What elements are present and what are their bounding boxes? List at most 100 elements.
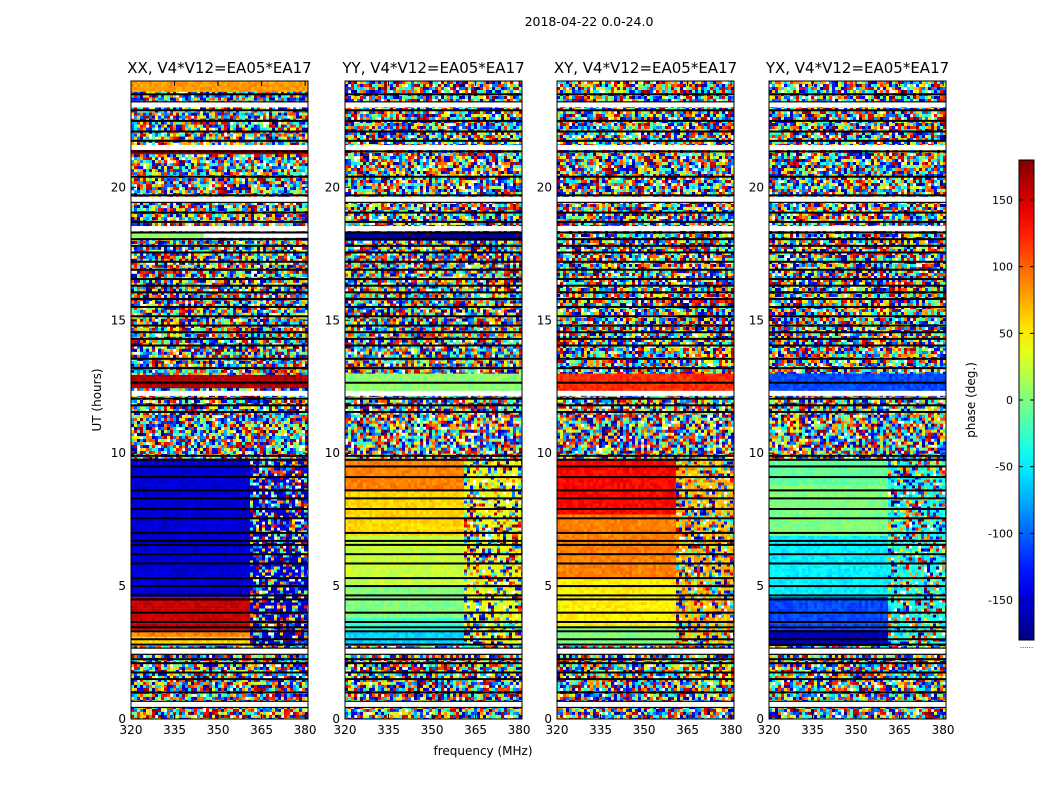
flagged-row [131, 324, 308, 327]
y-tick-label: 10 [537, 446, 552, 460]
flagged-row [345, 344, 522, 347]
blank-row [345, 196, 522, 202]
flagged-row [769, 652, 946, 655]
flagged-row [557, 562, 734, 565]
flagged-row [557, 476, 734, 479]
flagged-row [557, 658, 734, 661]
flagged-row [769, 647, 946, 650]
flagged-row [345, 585, 522, 588]
panel-frame [344, 80, 523, 720]
colorbar-tick-label: -150 [988, 594, 1013, 607]
flagged-row [557, 700, 734, 703]
flagged-row [131, 454, 308, 457]
figure-suptitle: 2018-04-22 0.0-24.0 [525, 14, 654, 29]
flagged-row [131, 381, 308, 384]
blank-row [131, 701, 308, 707]
blank-row [557, 102, 734, 108]
flagged-row [345, 458, 522, 461]
flagged-row [345, 671, 522, 674]
flagged-row [557, 119, 734, 122]
flagged-row [557, 231, 734, 234]
flagged-row [345, 577, 522, 580]
flagged-row [557, 101, 734, 104]
flagged-row [557, 284, 734, 287]
flagged-row [345, 630, 522, 633]
flagged-row [131, 577, 308, 580]
flagged-row [131, 643, 308, 646]
flagged-row [769, 130, 946, 133]
x-axis-label: frequency (MHz) [433, 744, 532, 758]
x-tick-label: 380 [932, 723, 955, 737]
flagged-row [131, 331, 308, 334]
blank-row [557, 226, 734, 232]
flagged-row [345, 652, 522, 655]
flagged-row [557, 454, 734, 457]
flagged-row [557, 553, 734, 556]
flagged-row [345, 397, 522, 400]
flagged-row [769, 139, 946, 142]
flagged-row [769, 410, 946, 413]
flagged-row [131, 139, 308, 142]
y-tick-label: 5 [118, 579, 126, 593]
flagged-row [131, 507, 308, 510]
flagged-row [557, 594, 734, 597]
y-tick-label: 0 [544, 712, 552, 726]
flagged-row [557, 620, 734, 623]
flagged-row [557, 331, 734, 334]
flagged-row [345, 297, 522, 300]
flagged-row [769, 585, 946, 588]
flagged-row [557, 357, 734, 360]
blank-row [769, 648, 946, 654]
flagged-row [345, 109, 522, 112]
flagged-row [131, 220, 308, 223]
heatmap-image [557, 81, 734, 719]
blank-row [769, 144, 946, 150]
flagged-row [345, 553, 522, 556]
flagged-row [131, 251, 308, 254]
panel-frame [130, 80, 309, 720]
flagged-row [131, 305, 308, 308]
blank-row [769, 102, 946, 108]
flagged-row [557, 200, 734, 203]
flagged-row [769, 497, 946, 500]
flagged-row [557, 647, 734, 650]
flagged-row [131, 647, 308, 650]
flagged-row [131, 662, 308, 665]
flagged-row [769, 194, 946, 197]
flagged-row [131, 531, 308, 534]
flagged-row [345, 324, 522, 327]
flagged-row [557, 531, 734, 534]
flagged-row [345, 284, 522, 287]
flagged-row [131, 200, 308, 203]
flagged-row [557, 539, 734, 542]
flagged-row [345, 658, 522, 661]
flagged-row [557, 489, 734, 492]
flagged-row [131, 244, 308, 247]
y-tick-label: 15 [537, 313, 552, 327]
flagged-row [345, 539, 522, 542]
flagged-row [131, 260, 308, 263]
flagged-row [557, 397, 734, 400]
flagged-row [131, 630, 308, 633]
flagged-row [345, 238, 522, 241]
flagged-row [345, 465, 522, 468]
flagged-row [557, 404, 734, 407]
flagged-row [345, 337, 522, 340]
flagged-row [769, 594, 946, 597]
flagged-row [345, 531, 522, 534]
panel-frame [556, 80, 735, 720]
blank-row [557, 144, 734, 150]
flagged-row [557, 220, 734, 223]
flagged-row [769, 211, 946, 214]
flagged-row [769, 577, 946, 580]
blank-row [557, 701, 734, 707]
blank-row [345, 102, 522, 108]
flagged-row [131, 194, 308, 197]
flagged-row [345, 662, 522, 665]
flagged-row [769, 458, 946, 461]
flagged-row [557, 291, 734, 294]
x-tick-label: 365 [676, 723, 699, 737]
flagged-row [557, 211, 734, 214]
flagged-row [769, 251, 946, 254]
flagged-row [557, 194, 734, 197]
